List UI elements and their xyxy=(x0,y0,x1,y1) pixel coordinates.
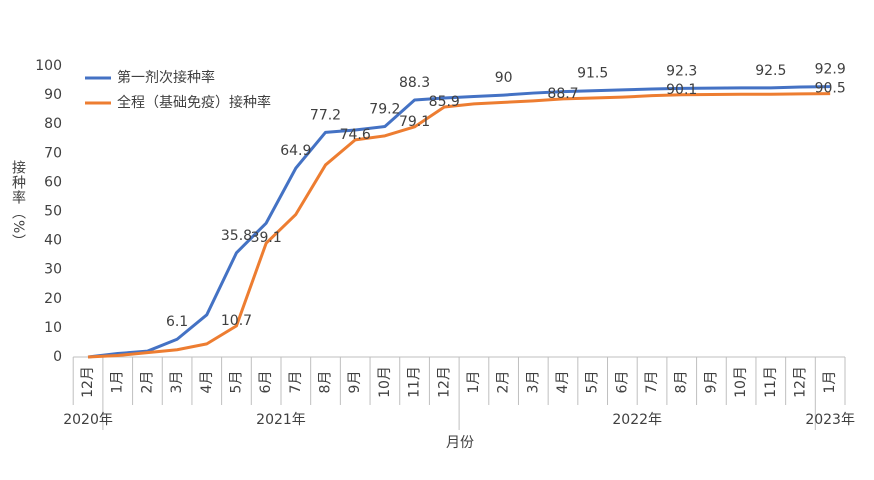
data-label: 88.7 xyxy=(547,86,578,102)
x-tick-label: 1月 xyxy=(466,371,482,394)
data-label: 35.8 xyxy=(221,228,252,244)
y-tick-label: 10 xyxy=(44,320,62,336)
x-tick-label: 7月 xyxy=(288,371,304,394)
x-tick-label: 9月 xyxy=(703,371,719,394)
x-tick-label: 6月 xyxy=(258,371,274,394)
year-label: 2023年 xyxy=(805,412,855,428)
data-label: 85.9 xyxy=(429,94,460,110)
data-label: 90 xyxy=(495,70,513,86)
data-label: 88.3 xyxy=(399,75,430,91)
year-label: 2020年 xyxy=(63,412,113,428)
y-tick-label: 80 xyxy=(44,116,62,132)
x-tick-label: 10月 xyxy=(377,366,393,398)
x-tick-label: 3月 xyxy=(525,371,541,394)
x-tick-label: 5月 xyxy=(228,371,244,394)
y-tick-label: 90 xyxy=(44,87,62,103)
data-label: 6.1 xyxy=(166,314,188,330)
x-tick-label: 2月 xyxy=(496,371,512,394)
data-label: 92.3 xyxy=(666,63,697,79)
y-tick-label: 50 xyxy=(44,204,62,220)
y-tick-label: 70 xyxy=(44,145,62,161)
data-label: 39.1 xyxy=(251,230,282,246)
x-tick-label: 4月 xyxy=(199,371,215,394)
x-tick-label: 12月 xyxy=(80,366,96,398)
x-tick-label: 1月 xyxy=(822,371,838,394)
data-label: 10.7 xyxy=(221,313,252,329)
y-tick-label: 0 xyxy=(53,349,62,365)
data-label: 74.6 xyxy=(340,127,371,143)
x-tick-label: 4月 xyxy=(555,371,571,394)
legend-label: 全程（基础免疫）接种率 xyxy=(117,94,271,111)
y-tick-label: 20 xyxy=(44,291,62,307)
x-tick-label: 11月 xyxy=(763,366,779,398)
x-tick-label: 11月 xyxy=(407,366,423,398)
x-tick-label: 7月 xyxy=(644,371,660,394)
data-label: 90.5 xyxy=(815,81,846,97)
x-tick-label: 8月 xyxy=(674,371,690,394)
year-label: 2021年 xyxy=(256,412,306,428)
x-tick-label: 12月 xyxy=(436,366,452,398)
x-tick-label: 3月 xyxy=(169,371,185,394)
y-axis-label: 接种率（%） xyxy=(10,160,26,250)
x-tick-label: 9月 xyxy=(347,371,363,394)
x-axis-label: 月份 xyxy=(446,435,474,451)
y-tick-label: 30 xyxy=(44,262,62,278)
x-tick-label: 2月 xyxy=(139,371,155,394)
data-label: 92.9 xyxy=(815,62,846,78)
y-tick-label: 100 xyxy=(35,58,62,74)
legend-label: 第一剂次接种率 xyxy=(117,69,215,86)
series-line xyxy=(87,85,831,359)
y-tick-label: 40 xyxy=(44,233,62,249)
data-label: 64.9 xyxy=(280,143,311,159)
x-tick-label: 8月 xyxy=(318,371,334,394)
data-label: 79.2 xyxy=(369,102,400,118)
x-tick-label: 6月 xyxy=(614,371,630,394)
x-tick-label: 5月 xyxy=(585,371,601,394)
y-tick-label: 60 xyxy=(44,174,62,190)
data-label: 92.5 xyxy=(755,63,786,79)
series-line xyxy=(87,92,831,359)
data-label: 77.2 xyxy=(310,107,341,123)
data-label: 91.5 xyxy=(577,66,608,82)
data-label: 90.1 xyxy=(666,82,697,98)
x-tick-label: 1月 xyxy=(110,371,126,394)
year-label: 2022年 xyxy=(612,412,662,428)
x-tick-label: 12月 xyxy=(792,366,808,398)
x-tick-label: 10月 xyxy=(733,366,749,398)
data-label: 79.1 xyxy=(399,114,430,130)
